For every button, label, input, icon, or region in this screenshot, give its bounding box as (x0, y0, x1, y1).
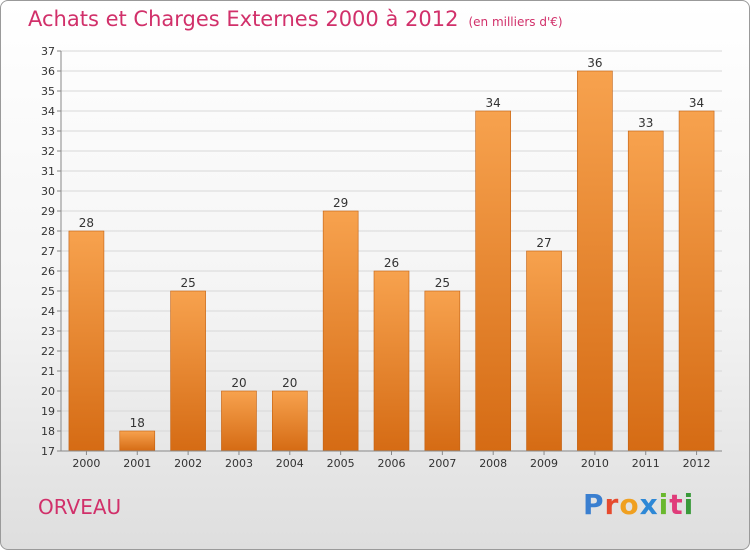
x-tick-label-2002: 2002 (174, 457, 202, 470)
y-tick-label: 25 (41, 285, 55, 298)
bar-2001 (119, 430, 156, 452)
bars: 28 18 25 20 20 29 26 25 34 27 36 33 34 (68, 56, 715, 452)
y-tick-label: 20 (41, 385, 55, 398)
value-label-2005: 29 (333, 196, 348, 210)
logo-letter: o (619, 488, 640, 521)
logo-letter: x (639, 488, 659, 521)
logo-letter: t (669, 488, 684, 521)
chart-subtitle: (en milliers d'€) (468, 15, 563, 29)
logo-letter: i (658, 488, 670, 521)
x-tick-label-2007: 2007 (428, 457, 456, 470)
value-label-2009: 27 (536, 236, 551, 250)
y-tick-label: 30 (41, 185, 55, 198)
y-tick-label: 28 (41, 225, 55, 238)
value-label-2003: 20 (231, 376, 246, 390)
chart-title: Achats et Charges Externes 2000 à 2012 (e… (28, 7, 563, 31)
y-tick-label: 27 (41, 245, 55, 258)
x-tick-label-2004: 2004 (276, 457, 304, 470)
x-tick-label-2000: 2000 (72, 457, 100, 470)
bar-2003 (221, 390, 257, 452)
x-tick-label-2009: 2009 (530, 457, 558, 470)
y-tick-label: 18 (41, 425, 55, 438)
y-tick-label: 23 (41, 325, 55, 338)
x-tick-label-2008: 2008 (479, 457, 507, 470)
x-tick-label-2011: 2011 (632, 457, 660, 470)
x-tick-label-2001: 2001 (123, 457, 151, 470)
bar-2004 (272, 390, 308, 452)
y-tick-label: 31 (41, 165, 55, 178)
x-tick-label-2010: 2010 (581, 457, 609, 470)
bar-2005 (322, 210, 359, 452)
x-axis: 2000 2001 2002 2003 2004 2005 2006 2007 2008 2009… (61, 450, 722, 470)
value-label-2007: 25 (435, 276, 450, 290)
value-label-2010: 36 (587, 56, 602, 70)
y-tick-label: 19 (41, 405, 55, 418)
bar-2012 (678, 110, 715, 452)
bar-2011 (627, 130, 664, 452)
value-label-2006: 26 (384, 256, 399, 270)
value-label-2008: 34 (486, 96, 501, 110)
y-tick-label: 33 (41, 125, 55, 138)
y-tick-label: 21 (41, 365, 55, 378)
y-tick-label: 36 (41, 65, 55, 78)
x-tick-label-2012: 2012 (683, 457, 711, 470)
x-tick-label-2006: 2006 (378, 457, 406, 470)
logo-letter: P (583, 488, 605, 521)
y-tick-label: 32 (41, 145, 55, 158)
title-text: Achats et Charges Externes 2000 à 2012 (28, 7, 459, 31)
proxiti-logo: Proxiti (583, 488, 694, 521)
x-tick-label-2003: 2003 (225, 457, 253, 470)
bar-2008 (475, 110, 511, 452)
value-label-2012: 34 (689, 96, 704, 110)
y-tick-label: 22 (41, 345, 55, 358)
y-tick-label: 34 (41, 105, 55, 118)
bar-2007 (424, 290, 461, 452)
y-tick-label: 35 (41, 85, 55, 98)
value-label-2000: 28 (79, 216, 94, 230)
x-tick-label-2005: 2005 (327, 457, 355, 470)
y-tick-label: 29 (41, 205, 55, 218)
bar-2010 (577, 70, 613, 452)
value-label-2001: 18 (130, 416, 145, 430)
y-axis: 17 18 19 20 21 22 23 24 25 26 27 28 29 30 31 32 33 34 35 36… (41, 45, 62, 458)
value-label-2004: 20 (282, 376, 297, 390)
logo-letter: i (683, 488, 695, 521)
y-tick-label: 24 (41, 305, 55, 318)
bar-2006 (373, 270, 410, 452)
bar-2009 (526, 250, 562, 452)
bar-2002 (170, 290, 206, 452)
logo-letter: r (604, 488, 620, 521)
commune-name: ORVEAU (38, 495, 122, 519)
y-tick-label: 17 (41, 445, 55, 458)
bar-2000 (68, 230, 105, 452)
value-label-2002: 25 (180, 276, 195, 290)
value-label-2011: 33 (638, 116, 653, 130)
y-tick-label: 37 (41, 45, 55, 58)
y-tick-label: 26 (41, 265, 55, 278)
